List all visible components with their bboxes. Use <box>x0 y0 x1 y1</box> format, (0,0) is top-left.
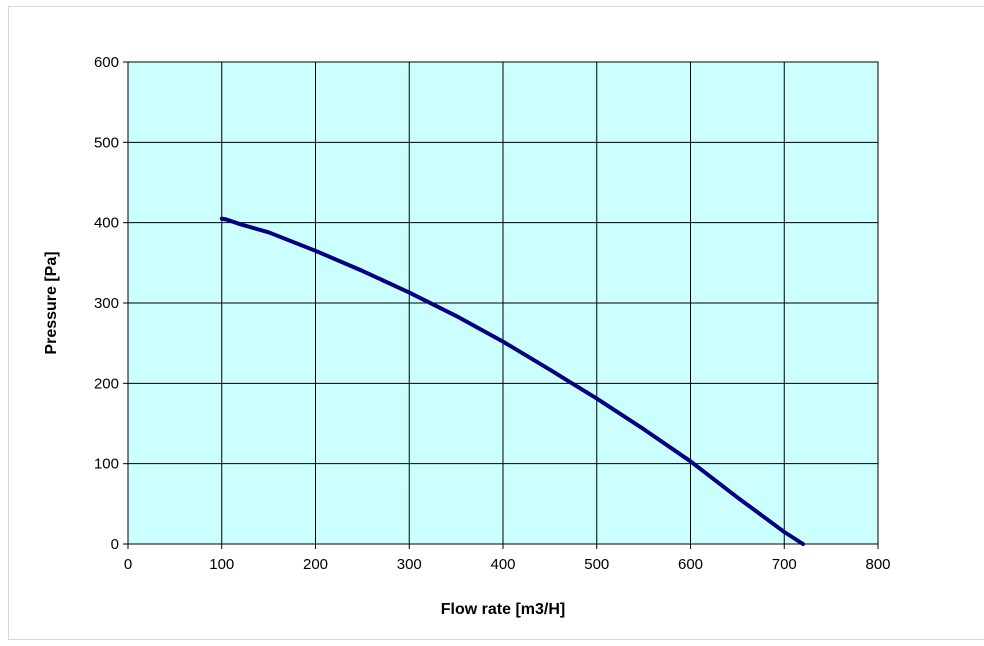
y-axis-title: Pressure [Pa] <box>43 251 60 354</box>
x-tick-label: 200 <box>303 556 328 573</box>
x-tick-label: 500 <box>584 556 609 573</box>
y-tick-label: 200 <box>94 375 119 392</box>
x-tick-label: 300 <box>397 556 422 573</box>
y-tick-label: 500 <box>94 134 119 151</box>
x-axis: 0 100 200 300 400 500 600 700 800 <box>124 544 891 573</box>
x-tick-label: 700 <box>772 556 797 573</box>
series-layer <box>219 216 805 546</box>
y-tick-label: 300 <box>94 295 119 312</box>
x-tick-label: 600 <box>678 556 703 573</box>
x-tick-label: 800 <box>865 556 890 573</box>
y-tick-label: 100 <box>94 456 119 473</box>
grid-lines <box>127 61 879 545</box>
y-tick-label: 0 <box>111 536 119 553</box>
series-line <box>219 216 805 546</box>
x-tick-label: 100 <box>209 556 234 573</box>
x-tick-label: 400 <box>490 556 515 573</box>
y-tick-label: 400 <box>94 215 119 232</box>
x-tick-label: 0 <box>124 556 132 573</box>
x-axis-title: Flow rate [m3/H] <box>441 601 565 618</box>
y-axis: 0 100 200 300 400 500 600 <box>94 54 128 553</box>
y-tick-label: 600 <box>94 54 119 71</box>
